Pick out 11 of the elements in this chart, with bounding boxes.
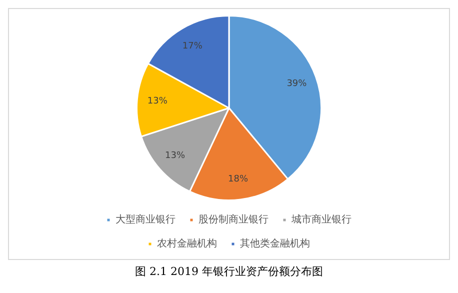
legend-label: 农村金融机构	[157, 238, 217, 250]
data-label: 17%	[182, 41, 203, 52]
data-label: 13%	[147, 96, 168, 107]
data-label: 13%	[165, 150, 186, 161]
legend-label: 大型商业银行	[116, 214, 176, 226]
legend-label: 股份制商业银行	[198, 214, 268, 226]
data-label: 39%	[286, 78, 308, 89]
legend-label: 城市商业银行	[290, 214, 352, 226]
legend-label: 其他类金融机构	[240, 238, 310, 250]
data-label: 18%	[228, 174, 248, 185]
caption: 图 2.1 2019 年银行业资产份额分布图	[134, 264, 324, 279]
